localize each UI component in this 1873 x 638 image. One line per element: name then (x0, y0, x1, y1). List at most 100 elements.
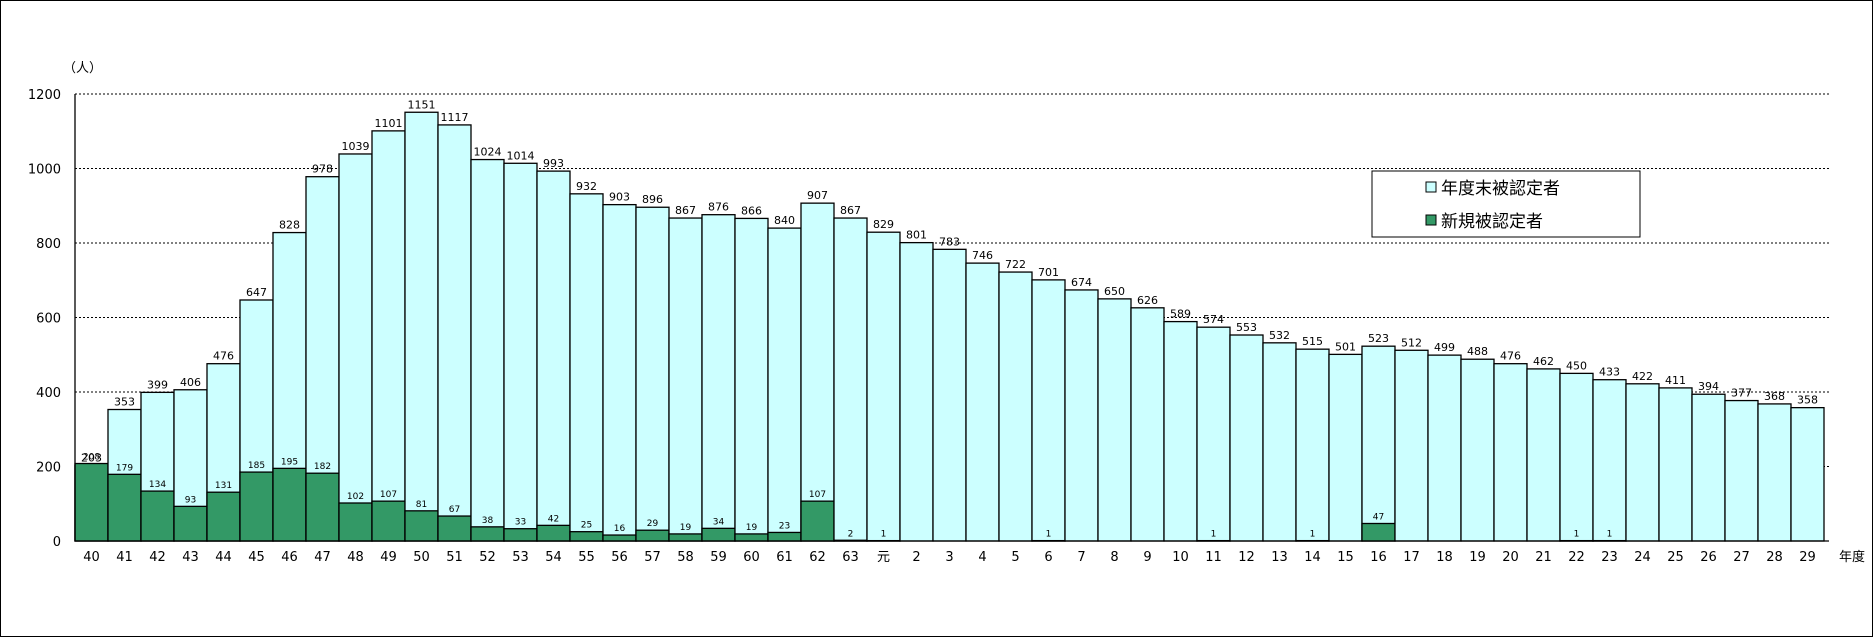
data-label-total: 978 (312, 163, 333, 176)
bar-total (1098, 299, 1131, 541)
bar-new (504, 529, 537, 541)
y-tick-label: 0 (53, 535, 61, 550)
bar-new (405, 511, 438, 541)
data-label-new: 195 (281, 457, 298, 467)
bar-new (372, 501, 405, 541)
data-label-total: 626 (1137, 294, 1158, 307)
x-tick-label: 57 (644, 550, 661, 565)
data-label-total: 515 (1302, 335, 1323, 348)
bar-new (174, 506, 207, 541)
data-label-total: 532 (1269, 329, 1290, 342)
x-tick-label: 10 (1172, 550, 1189, 565)
x-tick-label: 53 (512, 550, 529, 565)
legend: 年度末被認定者 新規被認定者 (1372, 171, 1640, 237)
data-label-new: 47 (1373, 512, 1384, 522)
bar-total (504, 163, 537, 541)
bar-total (1626, 384, 1659, 541)
data-label-new: 1 (881, 530, 887, 540)
data-label-total: 1151 (408, 98, 436, 111)
bar-total (1791, 408, 1824, 541)
data-label-new: 93 (185, 495, 196, 505)
x-tick-label: 51 (446, 550, 463, 565)
legend-label-new: 新規被認定者 (1441, 212, 1543, 232)
data-label-total: 368 (1764, 390, 1785, 403)
y-tick-label: 1200 (28, 88, 61, 103)
y-tick-label: 1000 (28, 163, 61, 178)
x-tick-label: 9 (1143, 550, 1151, 565)
y-axis-label: （人） (63, 61, 102, 76)
bar-total (1329, 354, 1362, 541)
x-tick-label: 55 (578, 550, 595, 565)
x-tick-label: 28 (1766, 550, 1783, 565)
x-tick-label: 56 (611, 550, 628, 565)
x-tick-label: 59 (710, 550, 727, 565)
x-tick-label: 63 (842, 550, 859, 565)
y-tick-label: 200 (36, 461, 61, 476)
x-tick-label: 61 (776, 550, 793, 565)
data-label-total: 828 (279, 219, 300, 232)
data-label-total: 1039 (342, 140, 370, 153)
bar-total (372, 131, 405, 541)
data-label-total: 358 (1797, 394, 1818, 407)
bar-total (1461, 359, 1494, 541)
bar-total (1725, 401, 1758, 541)
data-label-new: 131 (215, 481, 232, 491)
data-label-new: 182 (314, 462, 331, 472)
x-tick-label: 62 (809, 550, 826, 565)
data-label-total: 866 (741, 204, 762, 217)
x-tick-label: 26 (1700, 550, 1717, 565)
x-tick-label: 23 (1601, 550, 1618, 565)
bar-new (1362, 523, 1395, 541)
data-label-total: 406 (180, 376, 201, 389)
bar-total (1593, 380, 1626, 541)
data-label-total: 476 (213, 350, 234, 363)
bar-total (1131, 308, 1164, 541)
data-label-total: 512 (1401, 336, 1422, 349)
data-label-total: 896 (642, 193, 663, 206)
bar-new (702, 528, 735, 541)
x-tick-label: 47 (314, 550, 331, 565)
data-label-new: 1 (1310, 530, 1316, 540)
x-tick-label: 8 (1110, 550, 1118, 565)
data-label-total: 867 (840, 204, 861, 217)
bar-new (306, 473, 339, 541)
x-tick-label: 50 (413, 550, 430, 565)
x-tick-label: 20 (1502, 550, 1519, 565)
data-label-total: 907 (807, 189, 828, 202)
x-tick-label: 60 (743, 550, 760, 565)
x-tick-label: 45 (248, 550, 265, 565)
bar-total (1032, 280, 1065, 541)
data-label-total: 674 (1071, 276, 1092, 289)
data-label-total: 399 (147, 378, 168, 391)
data-label-total: 993 (543, 157, 564, 170)
data-label-new: 179 (116, 463, 133, 473)
data-label-total: 647 (246, 286, 267, 299)
bar-new (636, 530, 669, 541)
bar-new (273, 468, 306, 541)
data-label-total: 867 (675, 204, 696, 217)
data-label-total: 746 (972, 249, 993, 262)
bar-total (570, 194, 603, 541)
bar-new (471, 527, 504, 541)
data-label-total: 903 (609, 191, 630, 204)
data-label-total: 353 (114, 396, 135, 409)
data-label-new: 208 (83, 453, 100, 463)
data-label-new: 107 (380, 490, 397, 500)
x-tick-label: 40 (83, 550, 100, 565)
data-label-total: 801 (906, 229, 927, 242)
x-tick-label: 16 (1370, 550, 1387, 565)
y-tick-label: 400 (36, 386, 61, 401)
x-tick-label: 49 (380, 550, 397, 565)
data-label-total: 574 (1203, 313, 1224, 326)
bar-new (735, 534, 768, 541)
bar-total (1494, 364, 1527, 541)
x-tick-label: 7 (1077, 550, 1085, 565)
x-tick-label: 29 (1799, 550, 1816, 565)
data-label-total: 722 (1005, 258, 1026, 271)
x-tick-label: 22 (1568, 550, 1585, 565)
x-tick-label: 14 (1304, 550, 1321, 565)
data-label-new: 102 (347, 492, 364, 502)
x-tick-label: 46 (281, 550, 298, 565)
